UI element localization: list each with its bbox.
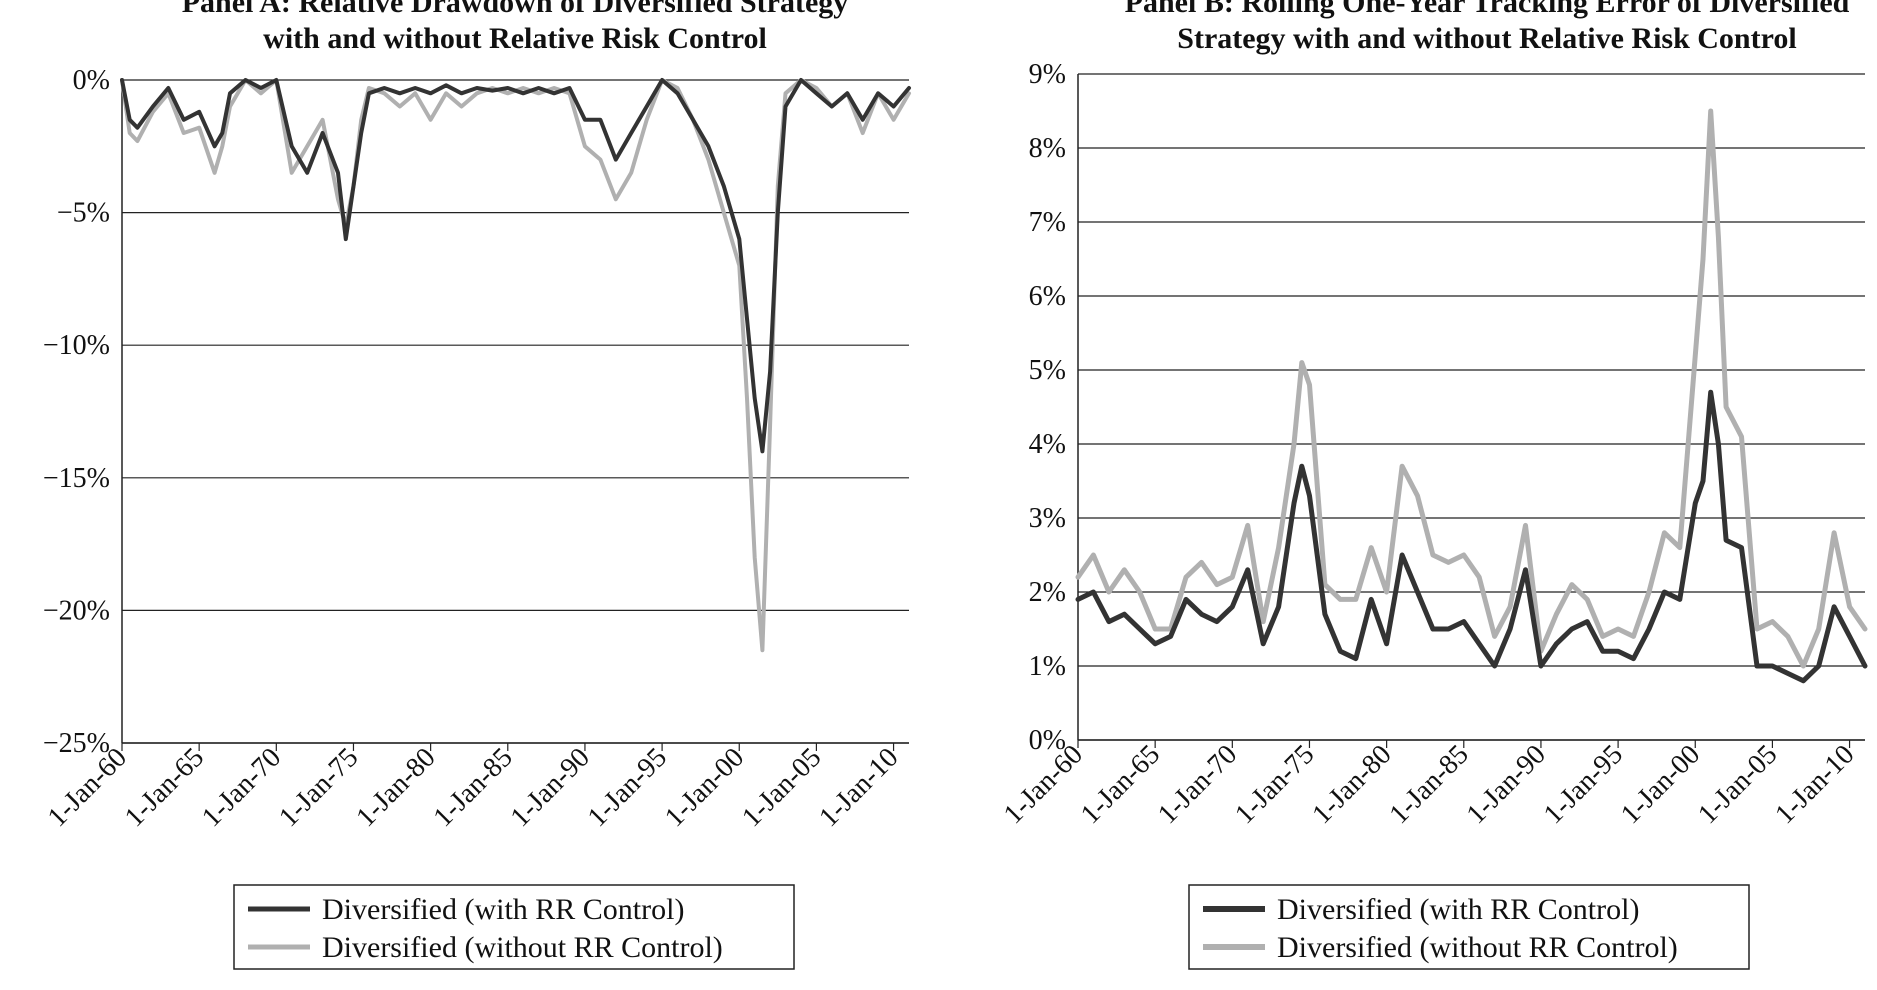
y-tick-label: −20% — [43, 595, 110, 626]
y-tick-label: 7% — [1029, 207, 1066, 238]
x-tick-label: 1-Jan-75 — [273, 742, 364, 833]
y-tick-label: 0% — [1029, 725, 1066, 756]
y-tick-label: 9% — [1029, 59, 1066, 90]
legend-box — [233, 884, 795, 970]
x-tick-label: 1-Jan-05 — [1692, 739, 1783, 830]
legend-label: Diversified (without RR Control) — [1277, 931, 1678, 964]
x-tick-label: 1-Jan-65 — [119, 742, 210, 833]
x-tick-label: 1-Jan-10 — [1769, 739, 1860, 830]
y-tick-label: 2% — [1029, 577, 1066, 608]
x-tick-label: 1-Jan-80 — [1306, 739, 1397, 830]
y-tick-label: −15% — [43, 463, 110, 494]
chart-title-line: Strategy with and without Relative Risk … — [1177, 22, 1796, 55]
y-tick-label: −10% — [43, 330, 110, 361]
legend-label: Diversified (with RR Control) — [1277, 893, 1639, 926]
y-tick-label: 8% — [1029, 133, 1066, 164]
y-tick-label: 6% — [1029, 281, 1066, 312]
y-tick-label: 5% — [1029, 355, 1066, 386]
x-tick-label: 1-Jan-75 — [1229, 739, 1320, 830]
y-tick-label: 3% — [1029, 503, 1066, 534]
x-tick-label: 1-Jan-10 — [813, 742, 904, 833]
series-line-with-rr-control — [1075, 389, 1868, 684]
x-tick-label: 1-Jan-00 — [659, 742, 750, 833]
y-tick-label: −25% — [43, 728, 110, 759]
y-tick-label: 0% — [73, 65, 110, 96]
x-tick-label: 1-Jan-70 — [196, 742, 287, 833]
x-tick-label: 1-Jan-95 — [1538, 739, 1629, 830]
series-line-without-rr-control — [1075, 108, 1868, 669]
chart-title-line: Panel A: Relative Drawdown of Diversifie… — [182, 0, 849, 19]
legend-label: Diversified (without RR Control) — [322, 931, 723, 964]
chart-title-line: Panel B: Rolling One-Year Tracking Error… — [1125, 0, 1850, 19]
panel-b: Panel B: Rolling One-Year Tracking Error… — [938, 0, 1877, 990]
series-line-without-rr-control — [120, 78, 911, 653]
y-tick-label: −5% — [57, 198, 110, 229]
chart-title-line: with and without Relative Risk Control — [263, 22, 767, 55]
tracking-error-chart: Panel B: Rolling One-Year Tracking Error… — [998, 0, 1868, 970]
x-tick-label: 1-Jan-05 — [736, 742, 827, 833]
x-tick-label: 1-Jan-80 — [350, 742, 441, 833]
x-tick-label: 1-Jan-65 — [1075, 739, 1166, 830]
x-tick-label: 1-Jan-90 — [505, 742, 596, 833]
x-tick-label: 1-Jan-70 — [1152, 739, 1243, 830]
x-tick-label: 1-Jan-00 — [1615, 739, 1706, 830]
x-tick-label: 1-Jan-95 — [582, 742, 673, 833]
x-tick-label: 1-Jan-90 — [1461, 739, 1552, 830]
x-tick-label: 1-Jan-85 — [428, 742, 519, 833]
y-tick-label: 1% — [1029, 651, 1066, 682]
series-line-with-rr-control — [120, 78, 911, 454]
panel-a: Panel A: Relative Drawdown of Diversifie… — [0, 0, 938, 990]
legend-box — [1188, 884, 1750, 970]
legend-label: Diversified (with RR Control) — [322, 893, 684, 926]
y-tick-label: 4% — [1029, 429, 1066, 460]
x-tick-label: 1-Jan-85 — [1384, 739, 1475, 830]
drawdown-chart: Panel A: Relative Drawdown of Diversifie… — [42, 0, 911, 970]
